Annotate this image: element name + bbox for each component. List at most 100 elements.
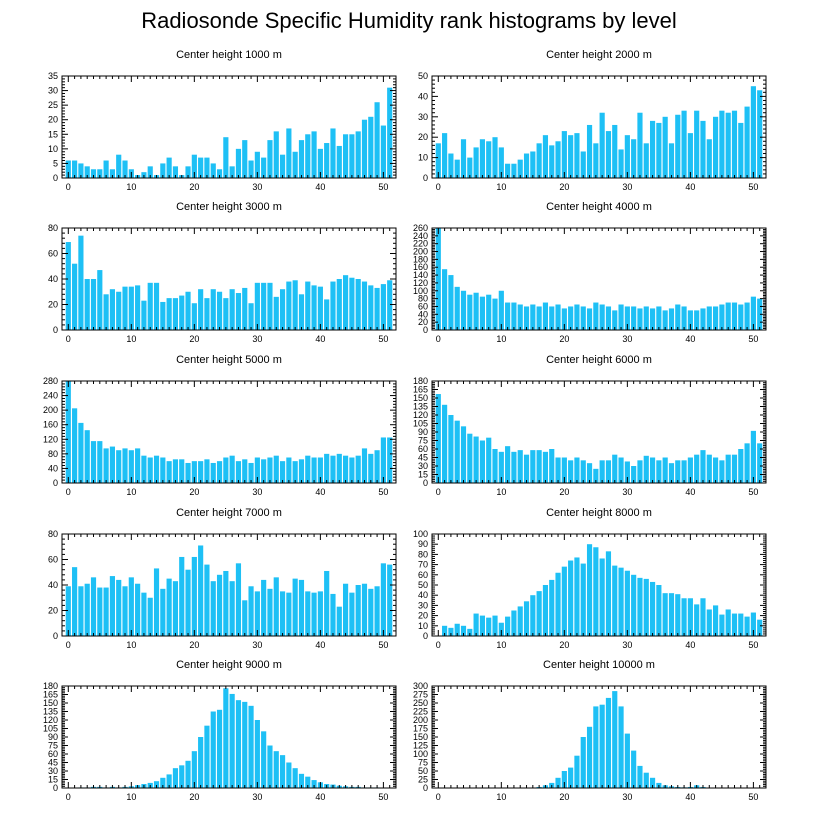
bar	[254, 720, 260, 788]
x-tick-label: 30	[252, 182, 262, 192]
bar	[442, 404, 448, 483]
bar	[185, 291, 191, 330]
bar	[368, 285, 374, 330]
bar	[460, 625, 467, 636]
bar	[229, 581, 235, 636]
x-tick-label: 20	[189, 334, 199, 344]
x-tick-label: 30	[622, 487, 632, 497]
y-tick-label: 45	[48, 758, 58, 768]
bar	[147, 166, 153, 178]
y-tick-label: 10	[418, 621, 428, 631]
bar	[172, 581, 179, 636]
y-tick-label: 0	[423, 478, 428, 488]
y-tick-label: 50	[418, 71, 428, 81]
x-tick-label: 40	[315, 640, 325, 650]
bar	[631, 466, 637, 483]
bar	[719, 304, 725, 330]
bar	[549, 449, 555, 483]
bar	[380, 125, 386, 178]
bar	[530, 450, 536, 483]
bar	[298, 579, 305, 636]
y-tick-label: 175	[413, 724, 428, 734]
bar	[467, 294, 473, 330]
bar	[662, 457, 668, 483]
bar	[744, 106, 750, 178]
bar	[486, 294, 492, 330]
bar	[65, 586, 71, 636]
bar	[675, 304, 681, 330]
bar	[574, 457, 580, 483]
y-tick-label: 20	[418, 132, 428, 142]
x-tick-label: 20	[189, 640, 199, 650]
y-tick-label: 25	[48, 100, 58, 110]
bar	[612, 310, 618, 330]
bar	[568, 767, 574, 788]
bar	[561, 566, 567, 636]
y-tick-label: 0	[53, 631, 58, 641]
bar	[637, 765, 643, 788]
bar	[380, 437, 386, 483]
bar	[574, 133, 580, 178]
x-tick-label: 40	[315, 792, 325, 802]
bar	[210, 163, 216, 178]
bar	[687, 310, 693, 330]
y-tick-label: 20	[418, 611, 428, 621]
bar	[116, 154, 122, 178]
x-tick-label: 10	[496, 792, 506, 802]
panel-title: Center height 6000 m	[546, 354, 652, 366]
bar	[511, 610, 517, 636]
bar	[643, 455, 649, 483]
bar	[223, 688, 229, 788]
bar	[254, 282, 260, 330]
bar	[442, 269, 448, 330]
bar	[286, 592, 292, 636]
bar	[511, 302, 517, 330]
bar	[324, 143, 330, 178]
x-tick-label: 30	[622, 640, 632, 650]
y-tick-label: 15	[48, 775, 58, 785]
y-tick-label: 135	[43, 707, 58, 717]
bar	[738, 449, 744, 483]
x-tick-label: 50	[748, 487, 758, 497]
bar	[530, 151, 536, 178]
bar	[713, 605, 719, 636]
bar	[166, 157, 172, 178]
bar	[694, 110, 700, 178]
bar	[128, 450, 134, 483]
bar	[448, 153, 454, 178]
bar	[586, 544, 593, 636]
bar	[254, 457, 260, 483]
bar	[179, 556, 185, 636]
bar	[78, 163, 84, 178]
y-tick-label: 120	[413, 410, 428, 420]
bar	[65, 381, 71, 483]
y-tick-label: 60	[418, 444, 428, 454]
bar	[561, 771, 567, 788]
x-tick-label: 0	[66, 792, 71, 802]
bar	[511, 451, 517, 483]
bar	[261, 731, 267, 788]
bar	[738, 613, 744, 636]
bar	[580, 737, 586, 788]
bar	[191, 461, 197, 483]
y-tick-label: 90	[48, 732, 58, 742]
bar	[555, 572, 561, 636]
panel-7: Center height 7000 m 0 10 20 30 40 50 0 20 40 60 80	[48, 507, 397, 650]
bar	[460, 290, 467, 330]
bar	[750, 430, 756, 483]
x-tick-label: 50	[378, 334, 388, 344]
bar	[523, 153, 530, 178]
bar	[605, 551, 612, 636]
bar	[317, 148, 323, 178]
bar	[311, 780, 317, 788]
bar	[574, 755, 580, 788]
y-tick-label: 5	[53, 158, 58, 168]
x-tick-label: 40	[315, 182, 325, 192]
x-tick-label: 0	[436, 487, 441, 497]
bar	[643, 578, 649, 636]
bar	[694, 310, 700, 330]
bar	[706, 609, 712, 636]
y-tick-label: 240	[413, 231, 428, 241]
bar	[523, 306, 530, 330]
bar	[542, 135, 549, 178]
